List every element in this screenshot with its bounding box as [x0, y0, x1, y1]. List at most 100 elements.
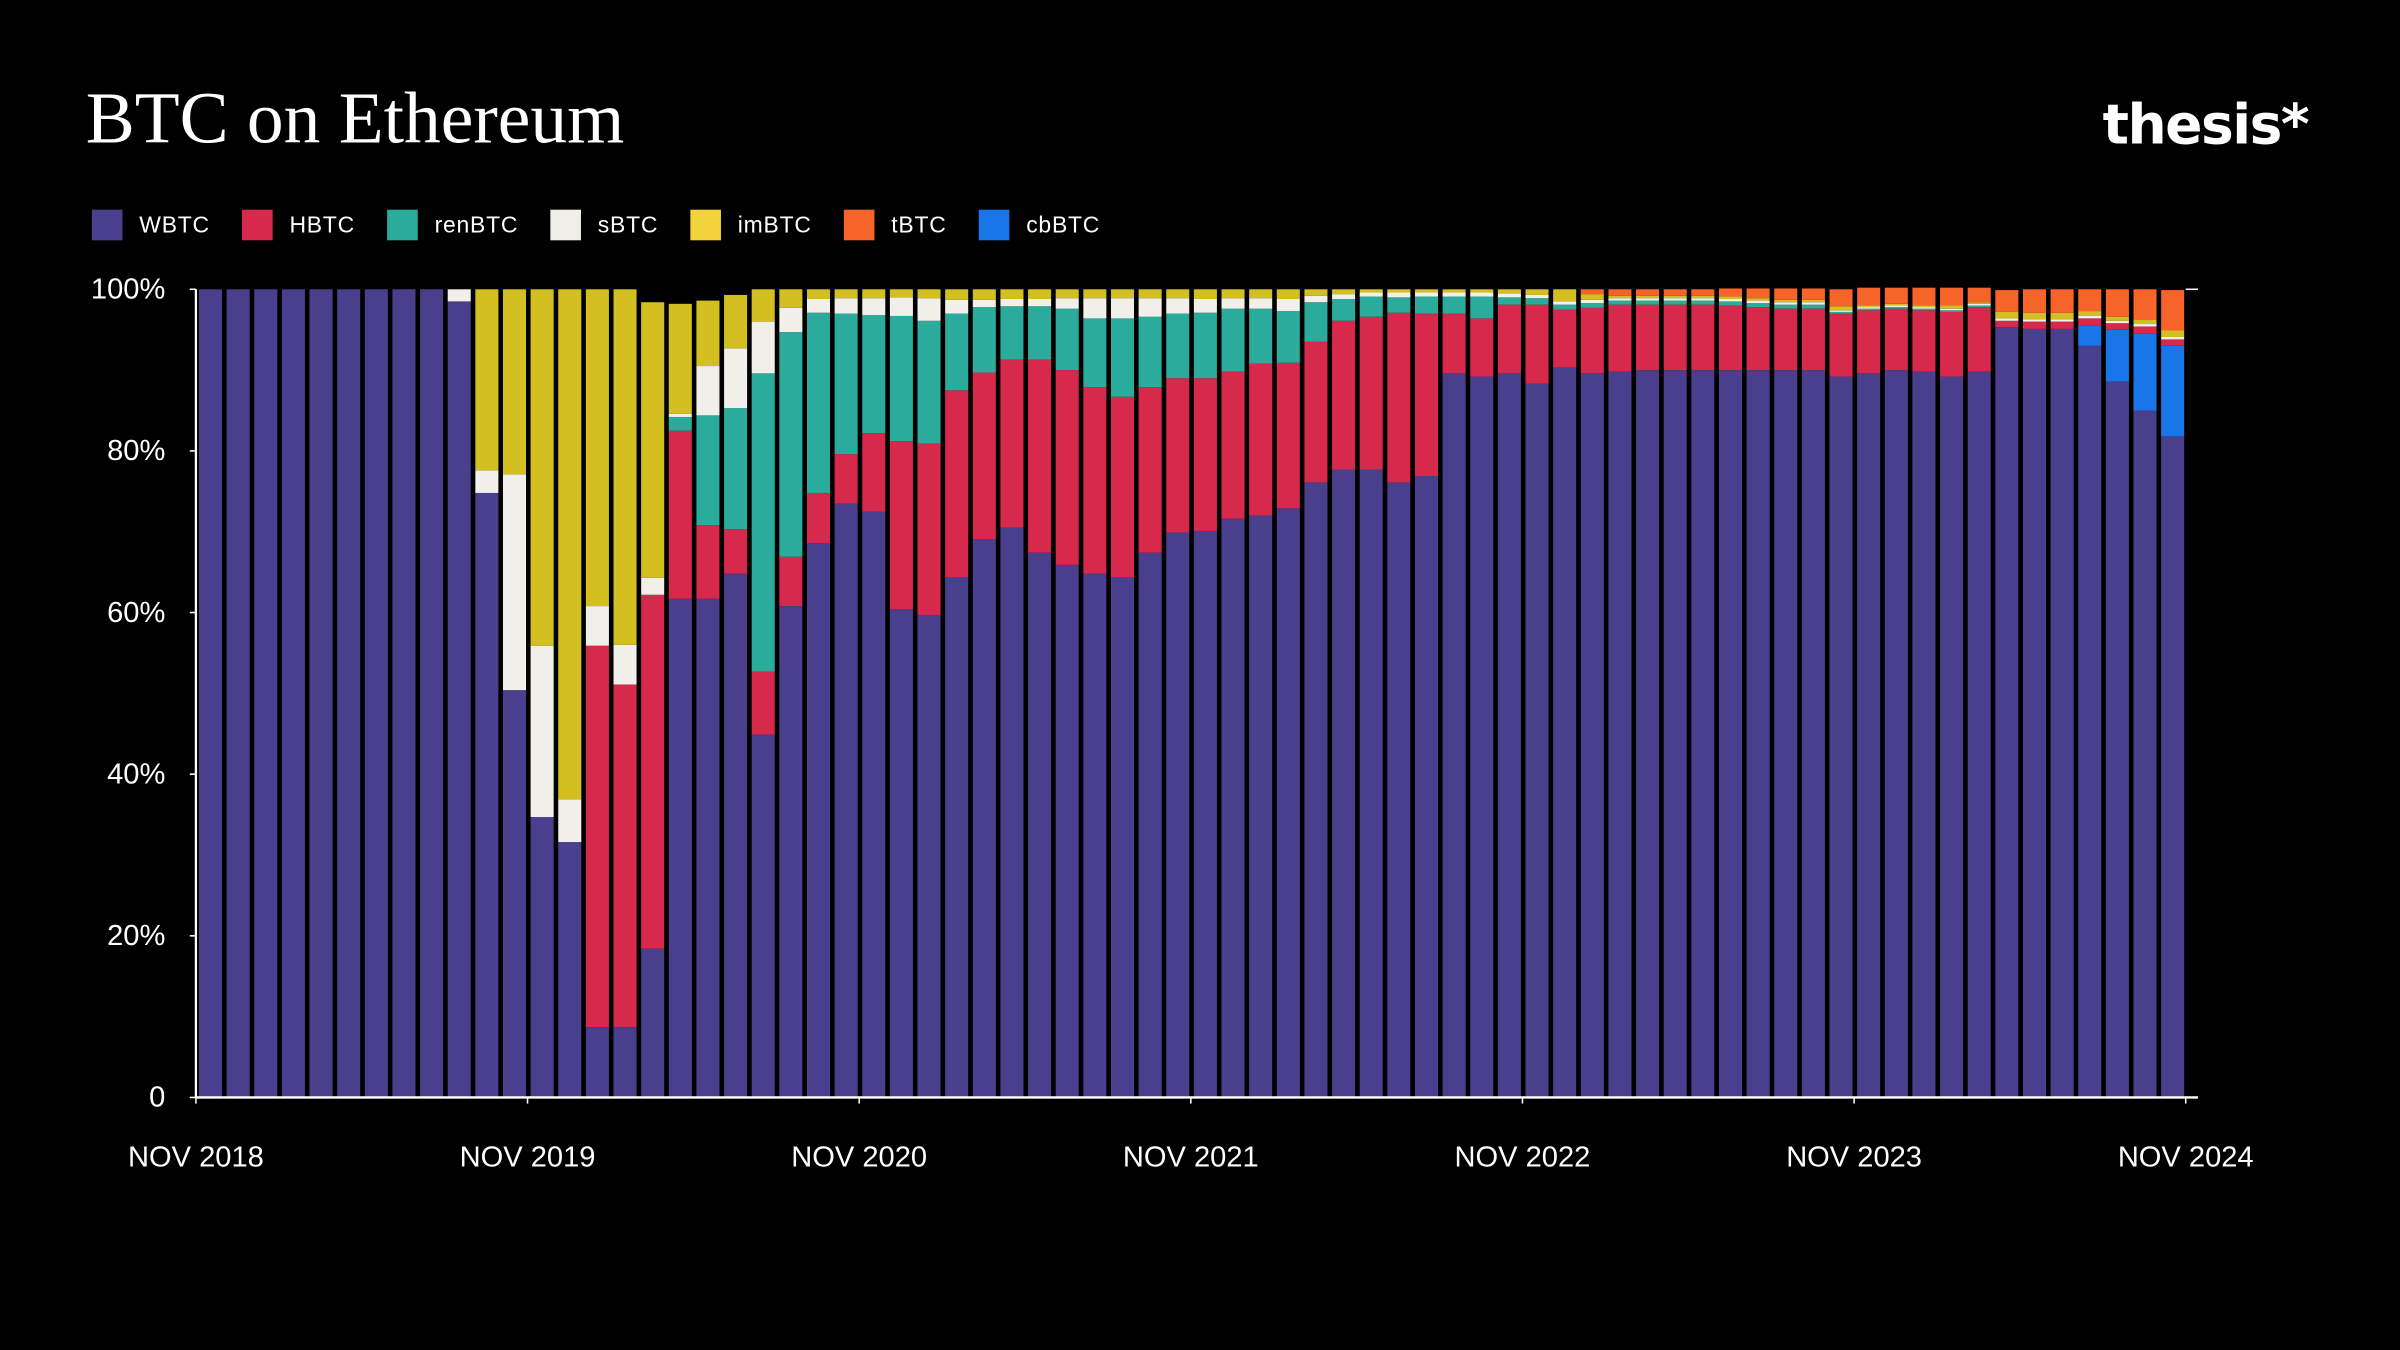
- bar-segment: [1967, 287, 1991, 303]
- bar-segment: [1083, 289, 1107, 299]
- bar-segment: [1138, 316, 1162, 388]
- legend-label: sBTC: [598, 212, 658, 238]
- bar-segment: [834, 289, 858, 299]
- bar-segment: [1387, 297, 1411, 313]
- bar-segment: [1221, 289, 1245, 299]
- bar-segment: [1746, 307, 1770, 371]
- brand-logo: thesis*: [2103, 93, 2309, 157]
- bar-segment: [1636, 370, 1660, 1098]
- bar-segment: [1193, 312, 1217, 379]
- bar-segment: [1884, 308, 1908, 371]
- bar-segment: [1829, 313, 1853, 377]
- bar-segment: [1967, 303, 1991, 306]
- bar-segment: [1940, 305, 1964, 309]
- bar-segment: [1359, 469, 1383, 1098]
- bar-segment: [2022, 312, 2047, 320]
- bar-segment: [1829, 310, 1853, 312]
- bar-segment: [1608, 371, 1632, 1098]
- bar-segment: [1912, 371, 1936, 1098]
- bar-segment: [668, 430, 692, 599]
- bar-segment: [1801, 308, 1825, 371]
- bar-segment: [834, 454, 858, 504]
- bar-segment: [1304, 289, 1328, 296]
- bar-segment: [945, 289, 969, 300]
- bar-segment: [1608, 298, 1632, 301]
- bar-segment: [1249, 515, 1273, 1098]
- bar-segment: [1249, 308, 1273, 364]
- bar-segment: [1829, 311, 1853, 314]
- legend-swatch: [690, 209, 721, 241]
- bar-segment: [1414, 289, 1439, 293]
- bar-segment: [585, 606, 609, 646]
- bar-segment: [1774, 299, 1798, 303]
- bar-segment: [1553, 289, 1577, 302]
- chart-title: BTC on Ethereum: [86, 77, 625, 158]
- bar-segment: [696, 366, 720, 416]
- bar-segment: [917, 320, 941, 444]
- bar-segment: [1857, 307, 1881, 309]
- bar-segment: [1055, 308, 1079, 371]
- bar-segment: [862, 511, 886, 1098]
- bar-segment: [2078, 325, 2102, 346]
- bar-segment: [1525, 298, 1549, 305]
- bar-segment: [2133, 410, 2157, 1098]
- bar-segment: [2105, 320, 2129, 324]
- bar-segment: [1055, 564, 1079, 1098]
- bar-segment: [2078, 318, 2102, 326]
- bar-segment: [2078, 311, 2102, 316]
- bar-segment: [806, 492, 831, 544]
- bar-segment: [1967, 307, 1991, 372]
- legend-swatch: [387, 209, 418, 241]
- bar-segment: [1691, 295, 1715, 299]
- bar-segment: [1387, 312, 1411, 483]
- bar-segment: [668, 416, 692, 431]
- legend-swatch: [550, 209, 581, 241]
- bar-segment: [1000, 298, 1024, 307]
- bar-segment: [585, 1027, 609, 1098]
- bar-segment: [1249, 289, 1273, 299]
- bar-segment: [2105, 381, 2129, 1098]
- bar-segment: [1359, 316, 1383, 470]
- bar-segment: [1580, 303, 1604, 308]
- bar-segment: [696, 415, 720, 526]
- y-tick-label: 20%: [107, 920, 165, 952]
- bar-segment: [751, 321, 775, 374]
- bar-segment: [2105, 316, 2129, 321]
- bar-segment: [1746, 298, 1770, 301]
- bar-segment: [862, 315, 886, 434]
- bar-segment: [1110, 576, 1135, 1098]
- y-tick-label: 60%: [107, 597, 165, 629]
- bars: [198, 287, 2185, 1098]
- bar-segment: [1940, 376, 1964, 1098]
- bar-segment: [1497, 304, 1521, 374]
- bar-segment: [1857, 308, 1881, 311]
- bar-segment: [1138, 552, 1162, 1098]
- bar-segment: [1470, 289, 1494, 293]
- bar-segment: [1470, 296, 1494, 319]
- bar-segment: [641, 302, 665, 578]
- bar-segment: [1553, 367, 1577, 1098]
- bar-segment: [2022, 328, 2047, 1098]
- bar-segment: [1718, 298, 1743, 302]
- bar-segment: [641, 594, 665, 949]
- bar-segment: [641, 577, 665, 595]
- bar-segment: [668, 303, 692, 414]
- bar-segment: [1332, 320, 1356, 470]
- bar-segment: [1967, 305, 1991, 308]
- bar-segment: [613, 289, 637, 645]
- bar-segment: [1193, 530, 1217, 1098]
- bar-segment: [309, 289, 333, 1098]
- bar-segment: [502, 690, 527, 1098]
- bar-segment: [1580, 289, 1604, 295]
- bar-segment: [585, 645, 609, 1028]
- bar-segment: [1470, 292, 1494, 297]
- bar-segment: [2050, 289, 2074, 313]
- bar-segment: [1221, 518, 1245, 1098]
- bar-segment: [696, 300, 720, 367]
- bar-segment: [1442, 292, 1466, 297]
- bar-segment: [585, 289, 609, 607]
- bar-segment: [1359, 289, 1383, 293]
- bar-segment: [1857, 310, 1881, 374]
- bar-segment: [502, 289, 527, 475]
- bar-segment: [1387, 482, 1411, 1098]
